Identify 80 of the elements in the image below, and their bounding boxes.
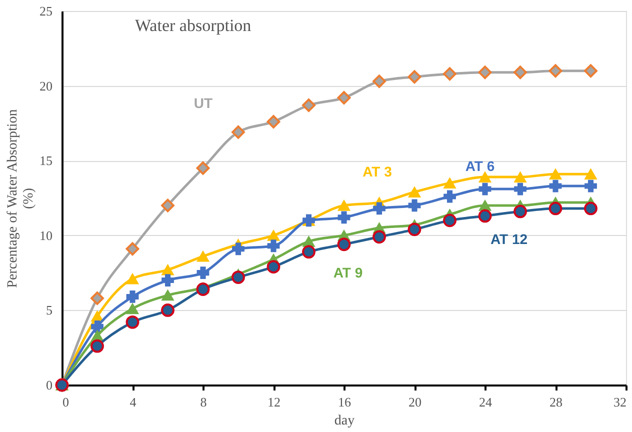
point <box>443 214 456 228</box>
point <box>372 74 386 88</box>
point <box>126 290 139 303</box>
x-tick-label: 0 <box>62 394 69 410</box>
x-axis-title: day <box>334 414 355 428</box>
point <box>302 98 316 112</box>
point <box>478 172 492 182</box>
point <box>91 320 104 333</box>
point <box>162 264 174 276</box>
point <box>514 182 526 196</box>
x-tick-label: 12 <box>268 394 280 410</box>
point <box>337 91 351 104</box>
point <box>584 180 597 192</box>
x-tick-label: 32 <box>614 394 626 410</box>
point <box>408 70 422 84</box>
point <box>232 242 244 256</box>
point <box>548 202 562 216</box>
x-tick-label: 16 <box>338 394 352 410</box>
point <box>196 282 210 296</box>
point <box>444 190 456 203</box>
point <box>267 240 280 252</box>
text: UT <box>194 95 214 112</box>
point <box>478 182 492 196</box>
point <box>514 66 527 80</box>
point <box>162 274 174 286</box>
point <box>90 339 104 353</box>
point <box>478 209 492 223</box>
point <box>126 273 139 284</box>
x-tick-label: 4 <box>130 394 137 410</box>
series-label: AT 3 <box>362 163 392 180</box>
y-tick-label: 0 <box>46 378 52 392</box>
point <box>478 66 492 80</box>
point <box>90 292 104 305</box>
y-tick-label: 15 <box>40 153 52 168</box>
x-tick-label: 24 <box>479 394 492 410</box>
point <box>266 260 280 274</box>
point <box>549 180 562 192</box>
point <box>443 67 456 81</box>
series-label: AT 12 <box>490 230 528 247</box>
series-label: AT 9 <box>333 264 363 280</box>
point <box>548 64 562 78</box>
point <box>337 238 351 252</box>
point <box>408 199 421 212</box>
point <box>302 245 316 259</box>
point <box>408 186 421 198</box>
point <box>267 230 280 241</box>
point <box>126 242 140 256</box>
point <box>373 202 386 215</box>
point <box>232 125 245 139</box>
point <box>584 64 598 78</box>
x-tick-label: 8 <box>200 394 207 410</box>
series-label: AT 6 <box>465 158 495 174</box>
y-tick-label: 25 <box>40 4 52 18</box>
point <box>514 204 527 218</box>
point <box>266 115 280 128</box>
point <box>196 250 210 262</box>
point <box>126 303 139 314</box>
point <box>232 270 245 284</box>
point <box>196 161 210 175</box>
point <box>161 198 174 212</box>
point <box>162 290 174 301</box>
point <box>549 168 562 180</box>
point <box>126 315 140 329</box>
point <box>408 222 422 236</box>
y-tick-label: 20 <box>40 78 52 94</box>
y-tick-label: 10 <box>40 228 52 243</box>
point <box>444 178 456 188</box>
point <box>372 230 386 244</box>
point <box>514 172 526 182</box>
point <box>584 168 597 180</box>
point <box>338 200 350 211</box>
y-axis-title: Percentage of Water Absorption (%) <box>6 109 36 288</box>
point <box>584 202 598 216</box>
point <box>338 211 350 224</box>
x-tick-label: 20 <box>408 394 422 410</box>
point <box>161 304 174 317</box>
point <box>196 266 210 279</box>
x-tick-label: 28 <box>550 394 562 410</box>
y-tick-label: 5 <box>46 302 52 318</box>
chart-title: Water absorption <box>135 16 252 35</box>
